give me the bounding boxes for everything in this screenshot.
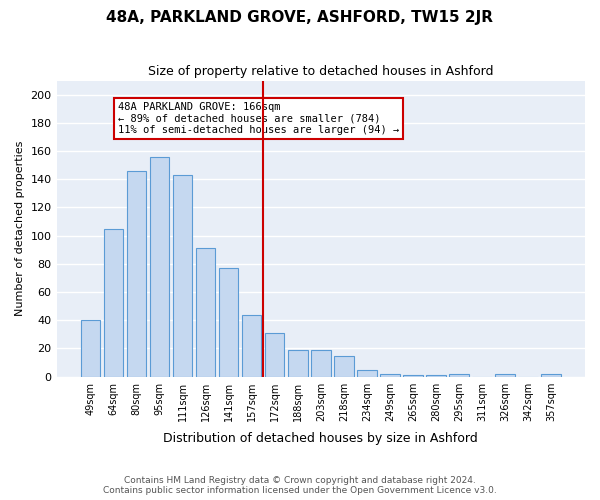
Title: Size of property relative to detached houses in Ashford: Size of property relative to detached ho… bbox=[148, 65, 494, 78]
X-axis label: Distribution of detached houses by size in Ashford: Distribution of detached houses by size … bbox=[163, 432, 478, 445]
Bar bbox=[403, 375, 423, 376]
Bar bbox=[357, 370, 377, 376]
Bar bbox=[541, 374, 561, 376]
Y-axis label: Number of detached properties: Number of detached properties bbox=[15, 141, 25, 316]
Bar bbox=[127, 171, 146, 376]
Bar bbox=[173, 175, 193, 376]
Bar bbox=[288, 350, 308, 376]
Bar bbox=[334, 356, 353, 376]
Bar bbox=[104, 228, 123, 376]
Bar bbox=[426, 375, 446, 376]
Bar bbox=[80, 320, 100, 376]
Bar bbox=[449, 374, 469, 376]
Bar bbox=[242, 314, 262, 376]
Bar bbox=[196, 248, 215, 376]
Bar bbox=[311, 350, 331, 376]
Bar bbox=[496, 374, 515, 376]
Text: 48A, PARKLAND GROVE, ASHFORD, TW15 2JR: 48A, PARKLAND GROVE, ASHFORD, TW15 2JR bbox=[107, 10, 493, 25]
Bar bbox=[149, 156, 169, 376]
Text: Contains HM Land Registry data © Crown copyright and database right 2024.
Contai: Contains HM Land Registry data © Crown c… bbox=[103, 476, 497, 495]
Text: 48A PARKLAND GROVE: 166sqm
← 89% of detached houses are smaller (784)
11% of sem: 48A PARKLAND GROVE: 166sqm ← 89% of deta… bbox=[118, 102, 399, 135]
Bar bbox=[380, 374, 400, 376]
Bar bbox=[219, 268, 238, 376]
Bar bbox=[265, 333, 284, 376]
